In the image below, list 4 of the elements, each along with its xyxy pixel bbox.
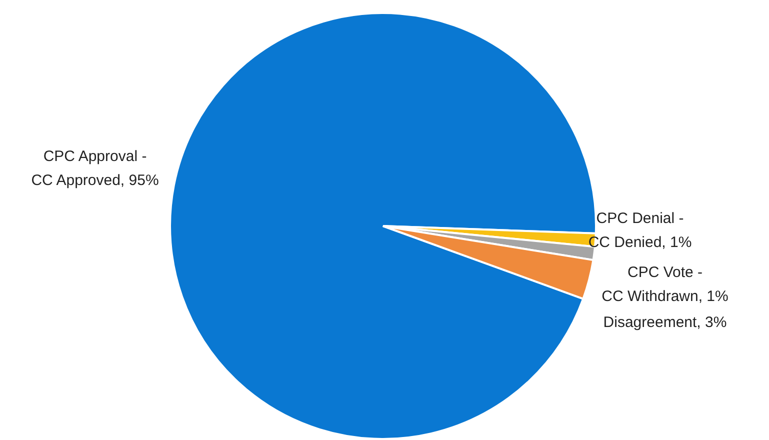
slice-label: CPC Denial - CC Denied, 1% <box>588 210 692 251</box>
slice-label: CPC Approval - CC Approved, 95% <box>31 148 159 189</box>
slice-label: CPC Vote - CC Withdrawn, 1% <box>602 264 728 305</box>
slice-label: Disagreement, 3% <box>603 314 727 331</box>
